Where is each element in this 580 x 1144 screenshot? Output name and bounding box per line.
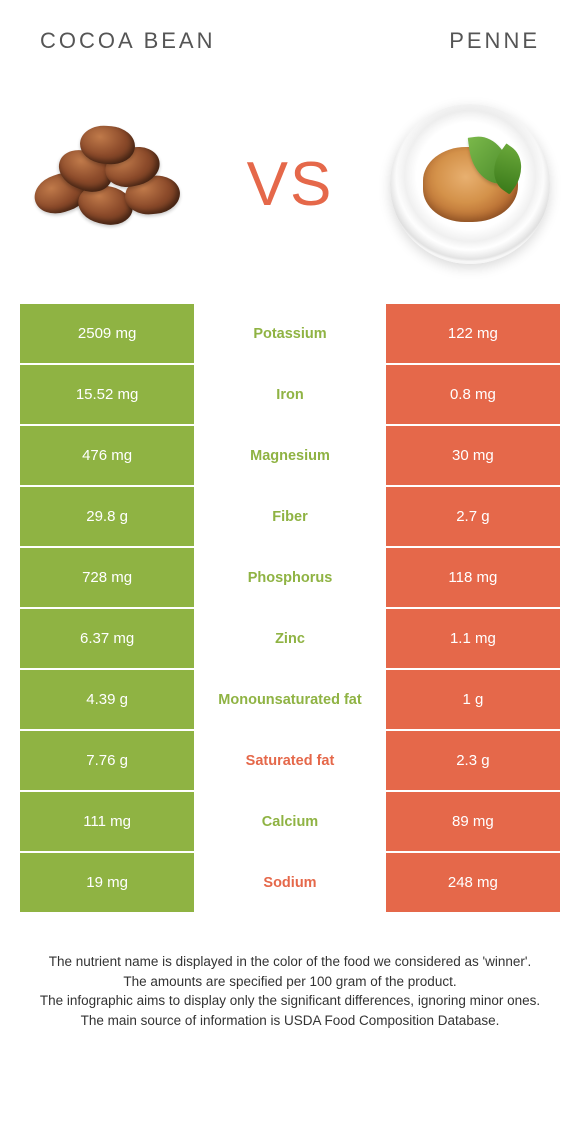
footer-line: The nutrient name is displayed in the co… [20,952,560,972]
nutrient-label: Monounsaturated fat [194,670,386,729]
nutrient-label: Fiber [194,487,386,546]
nutrient-label: Phosphorus [194,548,386,607]
value-left: 6.37 mg [20,609,194,668]
table-row: 19 mgSodium248 mg [20,853,560,912]
value-right: 1.1 mg [386,609,560,668]
images-row: VS [0,64,580,294]
vs-label: VS [247,149,334,220]
nutrient-label: Sodium [194,853,386,912]
value-right: 2.3 g [386,731,560,790]
table-row: 6.37 mgZinc1.1 mg [20,609,560,668]
value-right: 248 mg [386,853,560,912]
title-left: COCOA BEAN [40,28,215,54]
table-row: 476 mgMagnesium30 mg [20,426,560,485]
table-row: 4.39 gMonounsaturated fat1 g [20,670,560,729]
value-right: 2.7 g [386,487,560,546]
cocoa-bean-image [30,104,190,264]
table-row: 111 mgCalcium89 mg [20,792,560,851]
value-left: 2509 mg [20,304,194,363]
value-right: 30 mg [386,426,560,485]
footer-notes: The nutrient name is displayed in the co… [0,914,580,1030]
nutrient-label: Zinc [194,609,386,668]
nutrient-label: Potassium [194,304,386,363]
value-right: 0.8 mg [386,365,560,424]
penne-image [390,104,550,264]
header: COCOA BEAN PENNE [0,0,580,64]
value-left: 15.52 mg [20,365,194,424]
table-row: 728 mgPhosphorus118 mg [20,548,560,607]
footer-line: The amounts are specified per 100 gram o… [20,972,560,992]
title-right: PENNE [449,28,540,54]
value-right: 122 mg [386,304,560,363]
table-row: 7.76 gSaturated fat2.3 g [20,731,560,790]
nutrient-label: Magnesium [194,426,386,485]
value-left: 19 mg [20,853,194,912]
value-left: 728 mg [20,548,194,607]
value-left: 4.39 g [20,670,194,729]
table-row: 2509 mgPotassium122 mg [20,304,560,363]
comparison-table: 2509 mgPotassium122 mg15.52 mgIron0.8 mg… [0,294,580,912]
value-left: 29.8 g [20,487,194,546]
footer-line: The main source of information is USDA F… [20,1011,560,1031]
nutrient-label: Calcium [194,792,386,851]
value-right: 1 g [386,670,560,729]
footer-line: The infographic aims to display only the… [20,991,560,1011]
value-left: 7.76 g [20,731,194,790]
nutrient-label: Iron [194,365,386,424]
table-row: 15.52 mgIron0.8 mg [20,365,560,424]
value-left: 111 mg [20,792,194,851]
table-row: 29.8 gFiber2.7 g [20,487,560,546]
nutrient-label: Saturated fat [194,731,386,790]
value-right: 89 mg [386,792,560,851]
value-left: 476 mg [20,426,194,485]
value-right: 118 mg [386,548,560,607]
